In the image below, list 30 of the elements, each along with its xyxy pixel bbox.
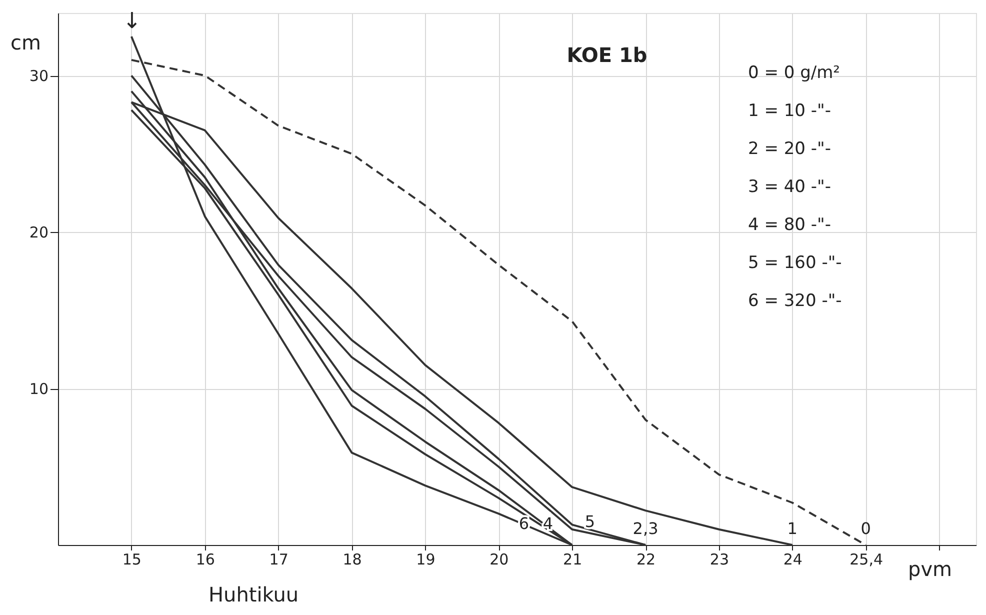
annotation: 6 = 320 -"-: [748, 291, 842, 311]
x-tick-label: 23: [710, 550, 730, 568]
y-tick-label: 10: [29, 380, 48, 398]
x-tick-label: 18: [342, 550, 362, 568]
annotation: 2,3: [632, 519, 658, 538]
x-tick-label: 22: [636, 550, 656, 568]
annotation: 2 = 20 -"-: [748, 139, 831, 159]
annotation: 4 = 80 -"-: [748, 215, 831, 235]
x-tick-label: 20: [490, 550, 509, 568]
annotation: 1: [787, 519, 798, 538]
x-tick-label: 21: [563, 550, 582, 568]
x-tick-label: 17: [269, 550, 288, 568]
x-tick-label: 15: [122, 550, 142, 568]
annotation: 5: [584, 512, 596, 531]
annotation: 3 = 40 -"-: [748, 177, 831, 197]
text: pvm: [908, 557, 952, 581]
text: KOE 1b: [566, 43, 648, 67]
x-tick-label: 16: [196, 550, 215, 568]
annotation: 1 = 10 -"-: [748, 101, 831, 121]
x-tick-label: 25,4: [850, 550, 884, 568]
annotation: ↓: [122, 9, 142, 34]
x-tick-label: 24: [783, 550, 802, 568]
annotation: 0: [860, 519, 871, 538]
annotation: 0 = 0 g/m²: [748, 63, 840, 83]
y-axis-title: cm: [10, 30, 41, 54]
y-tick-label: 30: [29, 67, 48, 86]
x-axis-title: Huhtikuu: [208, 582, 299, 606]
annotation: 5 = 160 -"-: [748, 253, 842, 273]
x-tick-label: 19: [416, 550, 436, 568]
y-tick-label: 20: [29, 224, 48, 242]
